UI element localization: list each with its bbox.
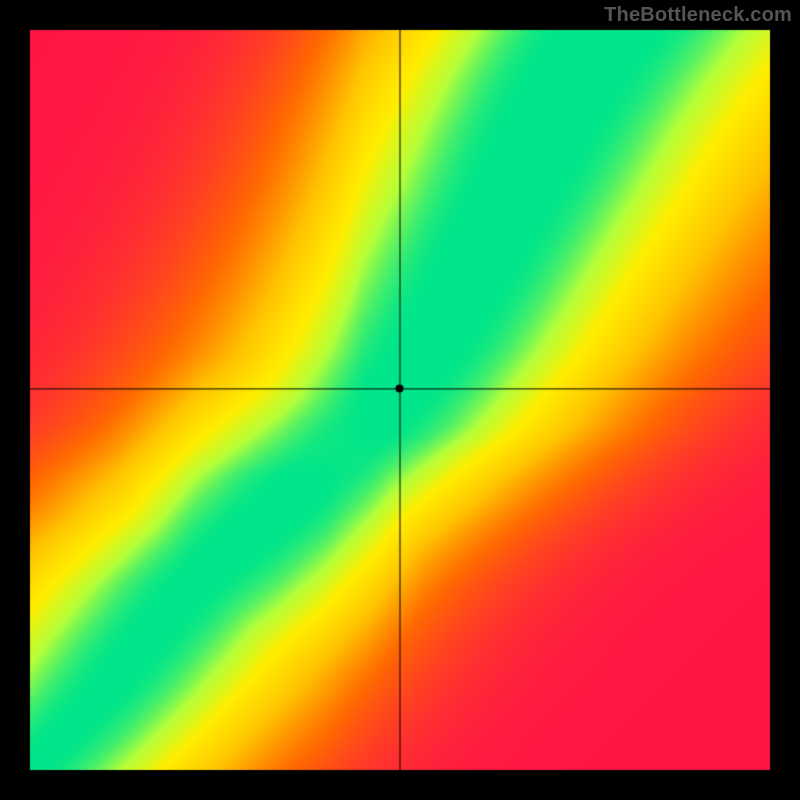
bottleneck-heatmap bbox=[0, 0, 800, 800]
watermark-label: TheBottleneck.com bbox=[604, 4, 792, 27]
chart-container: TheBottleneck.com bbox=[0, 0, 800, 800]
